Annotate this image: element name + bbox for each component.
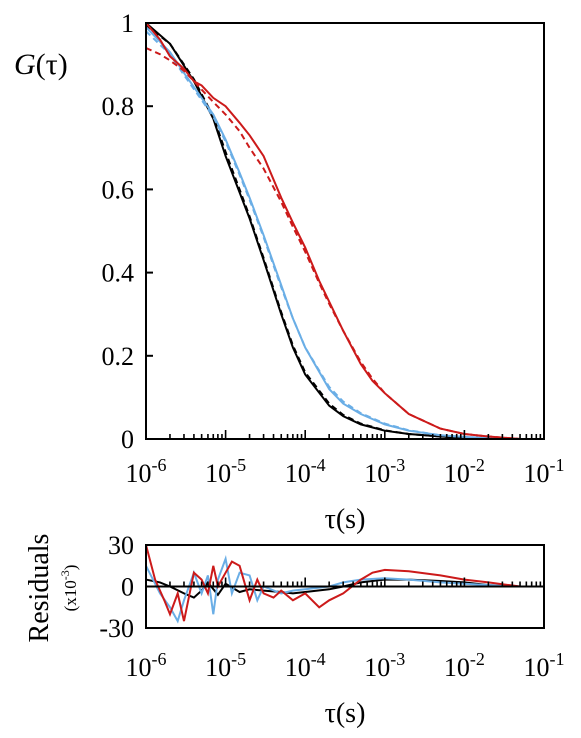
correlation-y-tick-label: 0.8 — [102, 92, 135, 121]
residuals-unit-base: (x10 — [61, 580, 80, 611]
correlation-x-tick-label: 10-1 — [524, 455, 565, 488]
residuals-x-tick-base: 10 — [285, 653, 311, 682]
correlation-x-tick-exp: -2 — [470, 455, 485, 475]
correlation-y-tick-label: 0 — [121, 425, 134, 454]
correlation-x-tick-exp: -5 — [231, 455, 246, 475]
residuals-series-1 — [145, 551, 521, 624]
correlation-plot-frame — [145, 22, 545, 440]
correlation-series-3 — [145, 30, 521, 440]
correlation-y-tick-label: 1 — [121, 9, 134, 38]
residuals-x-tick-base: 10 — [126, 653, 152, 682]
correlation-x-tick-label: 10-5 — [205, 455, 246, 488]
residuals-x-tick-base: 10 — [364, 653, 390, 682]
correlation-x-tick-base: 10 — [205, 459, 231, 488]
residuals-x-tick-exp: -6 — [152, 649, 167, 669]
residuals-x-tick-base: 10 — [524, 653, 550, 682]
residuals-x-tick-label: 10-3 — [364, 649, 405, 682]
correlation-plot: 00.20.40.60.81 10-6 10-5 10-4 10-3 10-2 10-1 … — [14, 9, 565, 535]
correlation-y-tick-label: 0.2 — [102, 342, 135, 371]
correlation-y-axis-title-italic: G — [14, 48, 36, 81]
correlation-y-ticks: 0 0.2 0.4 0.6 0.8 1 — [102, 9, 153, 454]
residuals-x-tick-exp: -5 — [231, 649, 246, 669]
correlation-x-tick-exp: -4 — [311, 455, 326, 475]
residuals-x-tick-label: 10-1 — [524, 649, 565, 682]
residuals-x-tick-base: 10 — [444, 653, 470, 682]
residuals-y-ticks: -30 0 30 — [99, 531, 153, 643]
correlation-x-tick-base: 10 — [364, 459, 390, 488]
residuals-unit-exp: -3 — [58, 570, 72, 580]
residuals-x-tick-label: 10-5 — [205, 649, 246, 682]
correlation-x-tick-label: 10-3 — [364, 455, 405, 488]
correlation-y-tick-label: 0.4 — [102, 259, 135, 288]
correlation-x-tick-base: 10 — [126, 459, 152, 488]
correlation-series-2 — [145, 26, 521, 440]
correlation-x-tick-base: 10 — [444, 459, 470, 488]
correlation-series-5 — [145, 47, 521, 440]
residuals-unit-close: ) — [61, 565, 80, 571]
correlation-x-tick-label: 10-4 — [285, 455, 326, 488]
residuals-y-axis-unit: (x10-3) — [58, 565, 80, 612]
correlation-series-4 — [145, 22, 521, 440]
residuals-y-tick-label: -30 — [99, 614, 134, 643]
correlation-curves — [145, 22, 521, 440]
residuals-x-tick-exp: -2 — [470, 649, 485, 669]
correlation-x-tick-label: 10-2 — [444, 455, 485, 488]
residuals-y-axis-title: Residuals — [24, 534, 55, 643]
residuals-x-tick-label: 10-4 — [285, 649, 326, 682]
correlation-y-tick-label: 0.6 — [102, 175, 135, 204]
correlation-x-tick-exp: -6 — [152, 455, 167, 475]
residuals-x-tick-label: 10-6 — [126, 649, 167, 682]
correlation-x-tick-exp: -3 — [390, 455, 405, 475]
correlation-x-tick-exp: -1 — [550, 455, 565, 475]
correlation-x-ticks: 10-6 10-5 10-4 10-3 10-2 10-1 — [126, 430, 565, 488]
residuals-x-tick-exp: -4 — [311, 649, 326, 669]
correlation-x-tick-base: 10 — [524, 459, 550, 488]
residuals-x-tick-label: 10-2 — [444, 649, 485, 682]
residuals-y-tick-label: 0 — [121, 573, 134, 602]
residuals-y-tick-label: 30 — [108, 531, 134, 560]
residuals-x-tick-base: 10 — [205, 653, 231, 682]
correlation-x-tick-base: 10 — [285, 459, 311, 488]
correlation-x-axis-title: τ(s) — [325, 504, 366, 535]
correlation-y-axis-title-rest: (τ) — [36, 48, 68, 81]
residuals-x-tick-exp: -1 — [550, 649, 565, 669]
correlation-x-tick-label: 10-6 — [126, 455, 167, 488]
residuals-x-tick-exp: -3 — [390, 649, 405, 669]
residuals-x-ticks: 10-6 10-5 10-4 10-3 10-2 10-1 — [126, 577, 565, 682]
correlation-y-axis-title: G(τ) — [14, 48, 68, 81]
residuals-x-axis-title: τ(s) — [325, 698, 366, 729]
